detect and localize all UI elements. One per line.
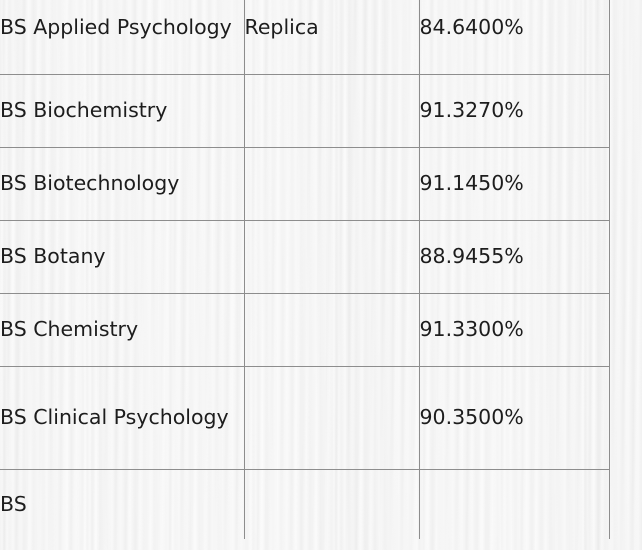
cell-type [244, 74, 420, 148]
table-row[interactable]: BS Chemistry 91.3300% [0, 293, 610, 367]
table-row[interactable]: BS Clinical Psychology 90.3500% [0, 366, 610, 470]
cell-type [244, 366, 420, 470]
table-row[interactable]: BS Botany 88.9455% [0, 220, 610, 294]
cell-program: BS [0, 469, 245, 539]
cell-program: BS Chemistry [0, 293, 245, 367]
table-container: BS Applied Psychology Replica 84.6400% B… [0, 0, 610, 539]
cell-program: BS Biotechnology [0, 147, 245, 221]
cell-percentage: 84.6400% [419, 0, 610, 75]
cell-program: BS Botany [0, 220, 245, 294]
cell-program: BS Applied Psychology [0, 0, 245, 75]
cell-percentage: 91.3300% [419, 293, 610, 367]
cell-type: Replica [244, 0, 420, 75]
table-body: BS Applied Psychology Replica 84.6400% B… [0, 0, 610, 539]
cell-percentage [419, 469, 610, 539]
cell-type [244, 147, 420, 221]
table-row[interactable]: BS Biochemistry 91.3270% [0, 74, 610, 148]
cell-type [244, 469, 420, 539]
cell-program: BS Biochemistry [0, 74, 245, 148]
table-row[interactable]: BS [0, 469, 610, 539]
table-row[interactable]: BS Biotechnology 91.1450% [0, 147, 610, 221]
cell-percentage: 91.3270% [419, 74, 610, 148]
cell-type [244, 220, 420, 294]
cell-percentage: 91.1450% [419, 147, 610, 221]
table-row[interactable]: BS Applied Psychology Replica 84.6400% [0, 0, 610, 75]
cell-program: BS Clinical Psychology [0, 366, 245, 470]
cell-type [244, 293, 420, 367]
program-merit-table: BS Applied Psychology Replica 84.6400% B… [0, 0, 610, 539]
cell-percentage: 88.9455% [419, 220, 610, 294]
cell-percentage: 90.3500% [419, 366, 610, 470]
